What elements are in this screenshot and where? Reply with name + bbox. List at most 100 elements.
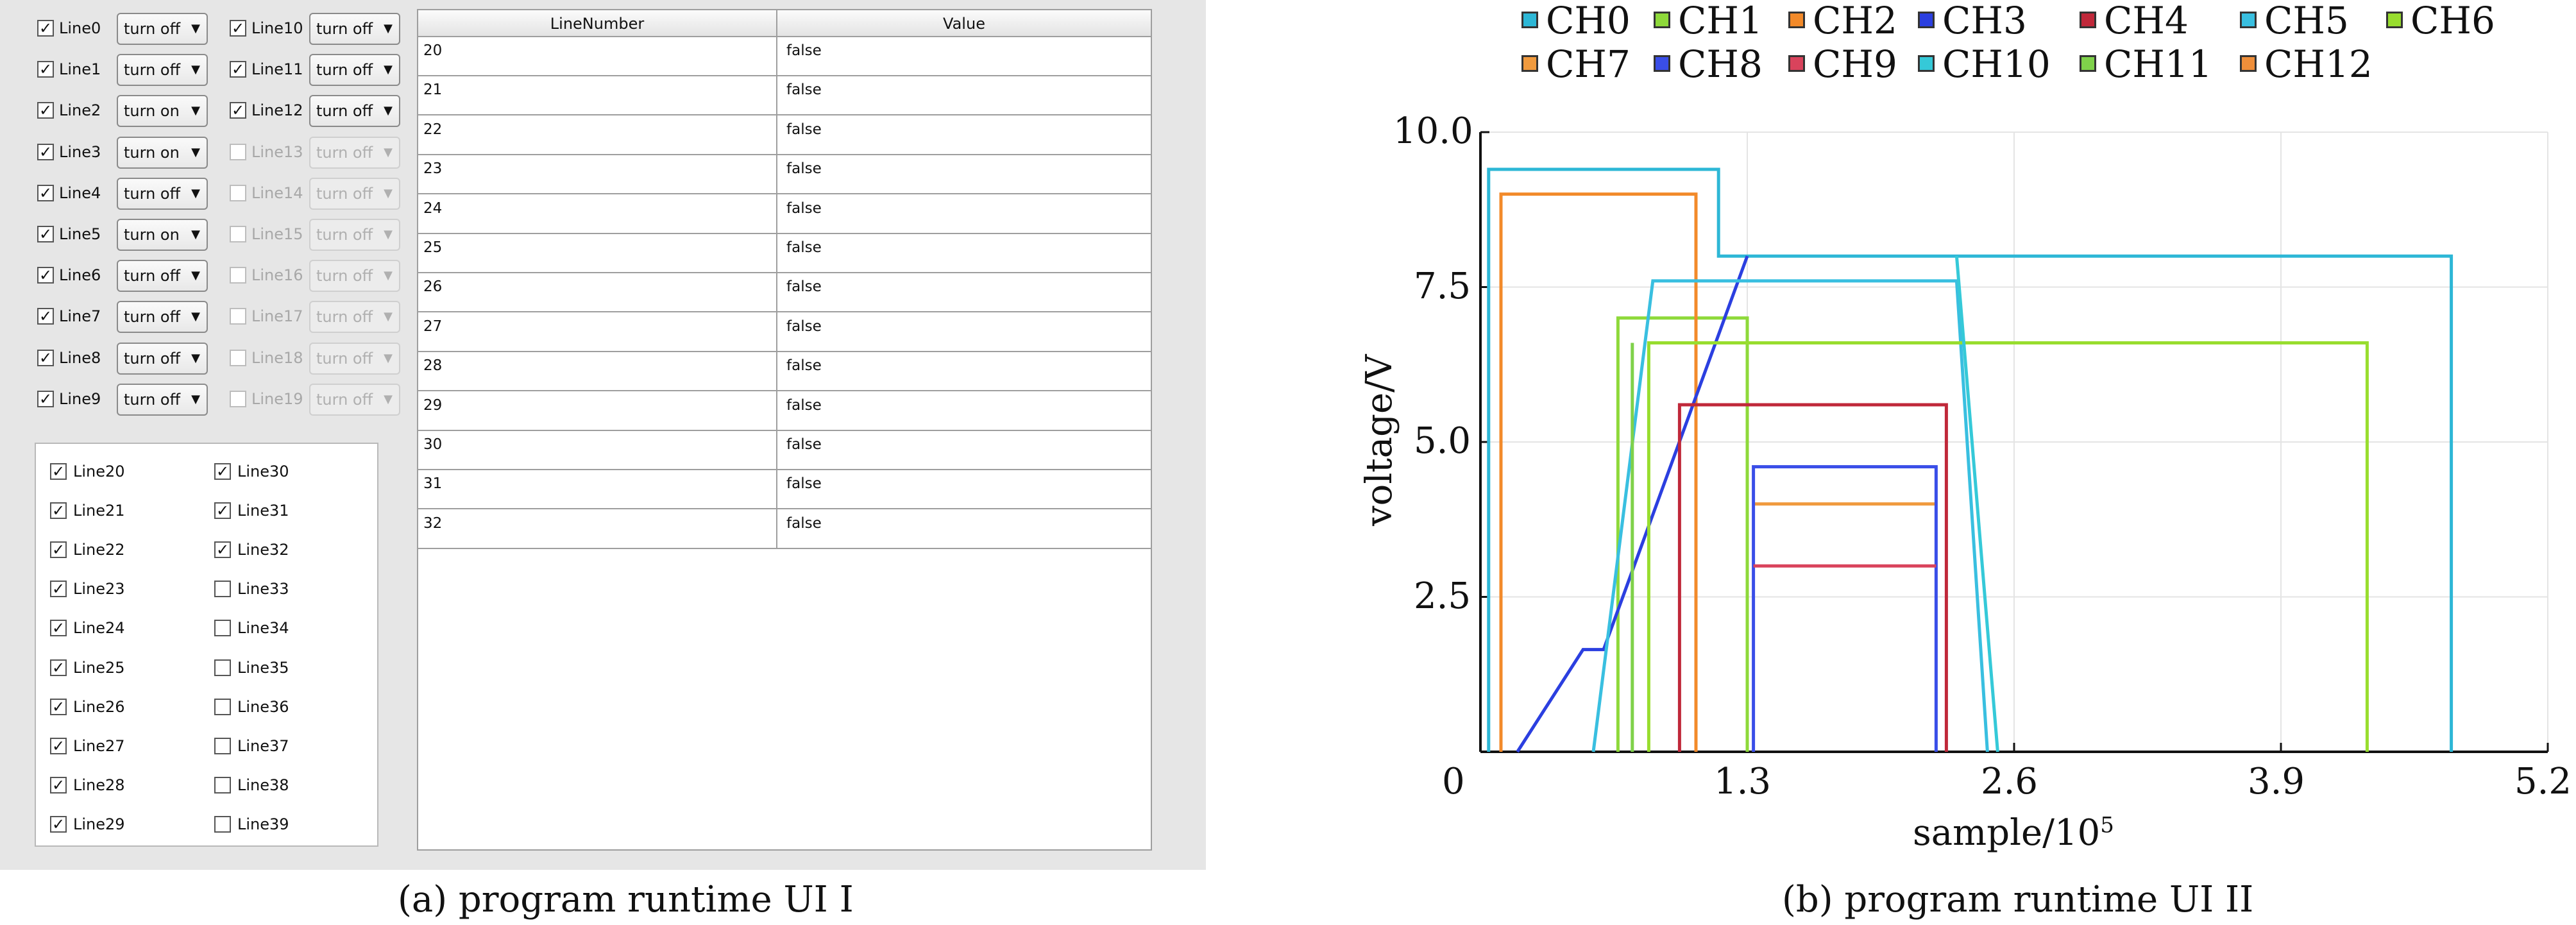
table-row[interactable]: 24 false: [418, 195, 1151, 234]
line-label: Line25: [73, 658, 125, 677]
column-header-line-number[interactable]: LineNumber: [418, 10, 776, 37]
line-checkbox[interactable]: ✓: [37, 102, 54, 119]
cell-value[interactable]: false: [786, 436, 822, 453]
line-checkbox[interactable]: ✓: [37, 267, 54, 284]
cell-line-number[interactable]: 27: [423, 318, 443, 335]
table-empty-area: [417, 549, 1152, 851]
cell-value[interactable]: false: [786, 357, 822, 375]
line-checkbox[interactable]: ✓: [37, 226, 54, 242]
table-row[interactable]: 28 false: [418, 352, 1151, 392]
line-checkbox[interactable]: ✓: [37, 390, 54, 407]
line-action-dropdown[interactable]: turn off ▼: [309, 54, 400, 87]
legend-label: CH1: [1678, 0, 1763, 42]
line-checkbox[interactable]: ✓: [230, 102, 246, 119]
chevron-down-icon: ▼: [191, 351, 200, 365]
table-row[interactable]: 26 false: [418, 273, 1151, 313]
line-label: Line31: [237, 502, 289, 520]
table-row[interactable]: 30 false: [418, 431, 1151, 470]
line-checkbox[interactable]: ✓: [50, 581, 67, 598]
cell-value[interactable]: false: [786, 121, 822, 138]
line-checkbox[interactable]: ✓: [214, 502, 231, 520]
line-checkbox[interactable]: ✓: [230, 61, 246, 78]
line-checkbox[interactable]: ✓: [230, 20, 246, 37]
table-row[interactable]: 25 false: [418, 234, 1151, 273]
dropdown-value: turn off: [124, 184, 181, 203]
table-row[interactable]: 31 false: [418, 470, 1151, 510]
cell-value[interactable]: false: [786, 318, 822, 335]
cell-value[interactable]: false: [786, 396, 822, 414]
cell-line-number[interactable]: 22: [423, 121, 443, 138]
chevron-down-icon: ▼: [384, 269, 393, 283]
cell-line-number[interactable]: 21: [423, 81, 443, 99]
line-checkbox[interactable]: ✓: [50, 698, 67, 715]
line-action-dropdown[interactable]: turn off ▼: [309, 95, 400, 128]
cell-line-number[interactable]: 23: [423, 160, 443, 178]
line-checkbox[interactable]: [214, 776, 231, 793]
line-checkbox[interactable]: ✓: [50, 541, 67, 559]
line-checkbox[interactable]: ✓: [50, 776, 67, 793]
line-action-dropdown[interactable]: turn on ▼: [117, 219, 208, 251]
cell-value[interactable]: false: [786, 199, 822, 217]
line-checkbox: [230, 143, 246, 160]
line-checkbox[interactable]: ✓: [50, 659, 67, 676]
cell-line-number[interactable]: 24: [423, 199, 443, 217]
line-checkbox[interactable]: ✓: [37, 184, 54, 201]
cell-line-number[interactable]: 29: [423, 396, 443, 414]
cell-value[interactable]: false: [786, 160, 822, 178]
line-action-dropdown[interactable]: turn off ▼: [117, 383, 208, 416]
table-row[interactable]: 22 false: [418, 116, 1151, 155]
cell-line-number[interactable]: 26: [423, 278, 443, 296]
line-label: Line22: [73, 541, 125, 559]
line-checkbox[interactable]: [214, 737, 231, 754]
table-row[interactable]: 20 false: [418, 37, 1151, 76]
line-checkbox[interactable]: [214, 581, 231, 598]
line-action-dropdown[interactable]: turn off ▼: [117, 54, 208, 87]
dropdown-value: turn off: [316, 308, 373, 327]
line-checkbox[interactable]: ✓: [37, 20, 54, 37]
cell-value[interactable]: false: [786, 81, 822, 99]
line-checkbox[interactable]: ✓: [214, 463, 231, 480]
dropdown-value: turn off: [316, 20, 373, 38]
line-checkbox[interactable]: ✓: [37, 308, 54, 325]
legend-label: CH3: [1942, 0, 2027, 42]
cell-value[interactable]: false: [786, 475, 822, 493]
cell-line-number[interactable]: 25: [423, 239, 443, 256]
line-checkbox[interactable]: ✓: [50, 463, 67, 480]
cell-value[interactable]: false: [786, 42, 822, 59]
line-checkbox[interactable]: ✓: [37, 61, 54, 78]
line-checkbox[interactable]: ✓: [50, 737, 67, 754]
cell-value[interactable]: false: [786, 239, 822, 256]
cell-line-number[interactable]: 28: [423, 357, 443, 375]
line-checkbox[interactable]: ✓: [214, 541, 231, 559]
line-checkbox[interactable]: [214, 620, 231, 637]
line-action-dropdown[interactable]: turn on ▼: [117, 136, 208, 169]
cell-line-number[interactable]: 31: [423, 475, 443, 493]
line-action-dropdown[interactable]: turn off ▼: [309, 13, 400, 45]
cell-line-number[interactable]: 30: [423, 436, 443, 453]
line-checkbox[interactable]: ✓: [50, 502, 67, 520]
table-row[interactable]: 29 false: [418, 392, 1151, 431]
line-label: Line14: [251, 183, 303, 202]
line-action-dropdown[interactable]: turn off ▼: [117, 260, 208, 293]
cell-value[interactable]: false: [786, 514, 822, 532]
line-action-dropdown[interactable]: turn off ▼: [117, 342, 208, 375]
cell-line-number[interactable]: 20: [423, 42, 443, 59]
line-action-dropdown[interactable]: turn off ▼: [117, 177, 208, 210]
line-action-dropdown[interactable]: turn off ▼: [117, 13, 208, 45]
line-checkbox[interactable]: ✓: [37, 349, 54, 366]
table-row[interactable]: 27 false: [418, 313, 1151, 352]
line-action-dropdown[interactable]: turn off ▼: [117, 301, 208, 334]
table-row[interactable]: 23 false: [418, 155, 1151, 195]
table-row[interactable]: 32 false: [418, 510, 1151, 549]
table-row[interactable]: 21 false: [418, 76, 1151, 116]
line-checkbox[interactable]: [214, 698, 231, 715]
line-checkbox[interactable]: ✓: [37, 143, 54, 160]
column-header-value[interactable]: Value: [776, 10, 1151, 37]
line-checkbox[interactable]: [214, 659, 231, 676]
cell-line-number[interactable]: 32: [423, 514, 443, 532]
line-checkbox[interactable]: [214, 815, 231, 833]
cell-value[interactable]: false: [786, 278, 822, 296]
line-checkbox[interactable]: ✓: [50, 815, 67, 833]
line-action-dropdown[interactable]: turn on ▼: [117, 95, 208, 128]
line-checkbox[interactable]: ✓: [50, 620, 67, 637]
